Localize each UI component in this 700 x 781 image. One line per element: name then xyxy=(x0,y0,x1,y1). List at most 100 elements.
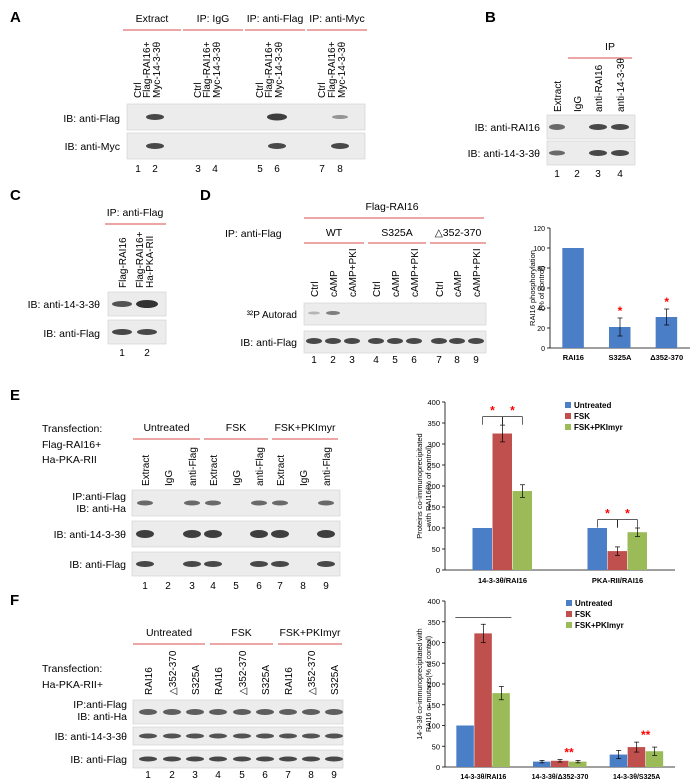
lane-number: 5 xyxy=(233,581,239,592)
y-tick-label: 200 xyxy=(427,680,440,689)
y-tick-label: 120 xyxy=(533,226,545,233)
blot-strip xyxy=(126,103,366,131)
y-axis-label: RAI16 phosphorylation xyxy=(528,250,537,326)
lane-label: RAI16 xyxy=(144,667,155,695)
y-tick-label: 300 xyxy=(427,639,440,648)
blot-label: IB: anti-Flag xyxy=(69,559,126,571)
blot-band xyxy=(233,756,251,762)
y-tick-label: 80 xyxy=(537,266,545,273)
lane-number: 1 xyxy=(145,770,151,781)
blot-label: IB: anti-RAI16 xyxy=(475,122,541,134)
lane-number: 6 xyxy=(274,164,280,175)
legend-label: Untreated xyxy=(574,401,611,410)
blot-strip xyxy=(303,302,487,326)
x-tick-label: 14-3-3θ/RAI16 xyxy=(460,774,506,781)
x-tick-label: RAI16 xyxy=(563,353,584,362)
lane-label: anti-RAI16 xyxy=(594,64,605,112)
blot-band xyxy=(146,143,164,149)
blot-band xyxy=(302,756,320,762)
lane-number: 2 xyxy=(144,348,150,359)
legend-swatch xyxy=(566,600,572,606)
blot-band xyxy=(136,530,154,538)
y-tick-label: 40 xyxy=(537,306,545,313)
lane-number: 8 xyxy=(300,581,306,592)
lane-number: 9 xyxy=(473,355,479,366)
blot-label: IP:anti-Flag xyxy=(72,491,126,503)
panel-letter-D: D xyxy=(200,187,211,204)
group-header: WT xyxy=(326,227,343,239)
blot-band xyxy=(146,114,164,120)
bar xyxy=(587,528,607,570)
lane-number: 3 xyxy=(595,169,601,180)
bar xyxy=(492,433,512,570)
lane-label: S325A xyxy=(330,665,341,695)
lane-number: 7 xyxy=(285,770,291,781)
transfection-label: Transfection: xyxy=(42,423,102,435)
legend-swatch xyxy=(566,611,572,617)
significance-star: * xyxy=(625,507,630,521)
lane-label: Flag-RAI16+ xyxy=(142,41,153,98)
lane-number: 8 xyxy=(337,164,343,175)
y-tick-label: 200 xyxy=(427,482,440,491)
lane-number: 9 xyxy=(331,770,337,781)
blot-label: IB: anti-Myc xyxy=(65,141,120,153)
blot-band xyxy=(163,709,181,715)
blot-band xyxy=(256,733,274,739)
lane-label: S325A xyxy=(261,665,272,695)
blot-band xyxy=(137,329,157,335)
bar xyxy=(512,491,532,570)
blot-band xyxy=(209,709,227,715)
blot-label: IB: anti-Flag xyxy=(240,337,297,349)
lane-label: anti-14-3-3θ xyxy=(616,58,627,112)
bar xyxy=(609,327,631,348)
lane-number: 7 xyxy=(277,581,283,592)
ip-header: Flag-RAI16 xyxy=(365,201,418,213)
lane-number: 3 xyxy=(192,770,198,781)
group-header: FSK+PKImyr xyxy=(280,627,341,639)
blot-band xyxy=(308,311,320,315)
x-tick-label: 14-3-3θ/S325A xyxy=(613,774,660,781)
lane-number: 2 xyxy=(165,581,171,592)
blot-band xyxy=(250,530,268,538)
lane-label: anti-Flag xyxy=(188,447,199,486)
ip-header: IP: anti-Flag xyxy=(225,228,282,240)
blot-band xyxy=(256,709,274,715)
x-tick-label: Δ352-370 xyxy=(650,353,683,362)
blot-band xyxy=(431,338,447,344)
lane-label: Ctrl xyxy=(317,82,328,98)
lane-label: Extract xyxy=(276,455,287,486)
blot-label: IB: anti-Flag xyxy=(43,328,100,340)
blot-band xyxy=(204,530,222,538)
blot-band xyxy=(204,561,222,567)
group-header: FSK xyxy=(231,627,251,639)
x-tick-label: S325A xyxy=(609,353,633,362)
blot-band xyxy=(233,709,251,715)
lane-number: 6 xyxy=(262,770,268,781)
legend-label: FSK+PKImyr xyxy=(575,621,624,630)
y-axis-label: RAI16 or mutants(% of control) xyxy=(426,636,433,732)
significance-star: ** xyxy=(564,746,574,760)
lane-number: 4 xyxy=(215,770,221,781)
y-tick-label: 100 xyxy=(533,246,545,253)
blot-strip xyxy=(126,132,366,160)
lane-label: Ctrl xyxy=(372,281,383,297)
blot-band xyxy=(271,530,289,538)
ip-header: IP: IgG xyxy=(197,13,230,25)
y-tick-label: 50 xyxy=(432,742,440,751)
blot-label: IB: anti-14-3-3θ xyxy=(55,731,128,743)
bar xyxy=(562,248,584,348)
blot-label: IB: anti-Flag xyxy=(70,754,127,766)
blot-strip xyxy=(131,489,341,517)
transfection-label: Flag-RAI16+ xyxy=(42,439,101,451)
blot-band xyxy=(271,561,289,567)
transfection-label: Ha-PKA-RII+ xyxy=(42,679,103,691)
ip-header: IP: anti-Myc xyxy=(309,13,364,25)
significance-star: * xyxy=(605,507,610,521)
lane-number: 7 xyxy=(319,164,325,175)
lane-number: 8 xyxy=(308,770,314,781)
y-tick-label: 60 xyxy=(537,286,545,293)
blot-band xyxy=(326,311,340,315)
group-header: S325A xyxy=(381,227,413,239)
significance-star: * xyxy=(618,304,623,318)
blot-layer xyxy=(107,103,636,769)
